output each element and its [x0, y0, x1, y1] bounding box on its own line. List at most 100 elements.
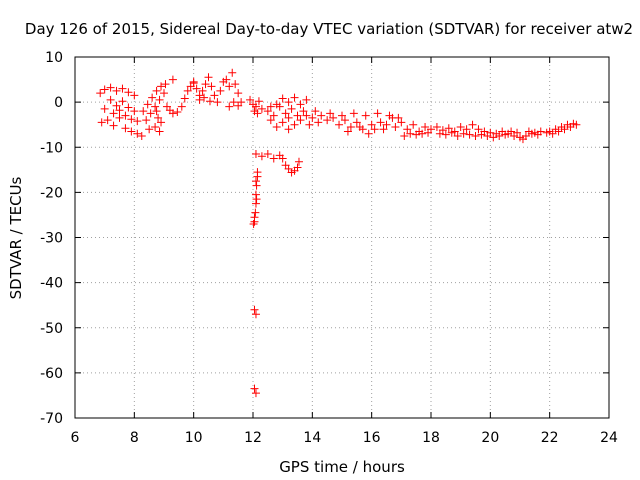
data-point	[251, 389, 260, 398]
data-point	[272, 100, 281, 109]
data-point	[124, 88, 133, 97]
data-point	[302, 95, 311, 104]
data-point	[250, 305, 259, 314]
data-point	[296, 116, 305, 125]
data-point	[536, 127, 545, 136]
data-point	[278, 154, 287, 163]
data-point	[253, 109, 262, 118]
data-point	[340, 116, 349, 125]
data-point	[385, 111, 394, 120]
data-point	[400, 131, 409, 140]
data-point	[294, 157, 303, 166]
data-point	[251, 177, 260, 186]
data-point	[155, 127, 164, 136]
data-point	[447, 128, 456, 137]
data-point	[251, 190, 260, 199]
data-point	[296, 100, 305, 109]
data-point	[308, 113, 317, 122]
data-point	[225, 82, 234, 91]
y-tick-label: 0	[54, 95, 63, 111]
data-point	[554, 127, 563, 136]
data-point	[364, 129, 373, 138]
data-point	[287, 104, 296, 113]
y-tick-labels: 10 0 -10 -20 -30 -40 -50 -60 -70	[40, 50, 63, 427]
data-point	[130, 91, 139, 100]
data-point	[155, 95, 164, 104]
x-tick-label: 22	[541, 430, 559, 446]
data-point	[335, 120, 344, 129]
data-point	[263, 107, 272, 116]
data-point	[418, 129, 427, 138]
data-point	[263, 150, 272, 159]
data-point	[246, 95, 255, 104]
data-point	[412, 130, 421, 139]
data-point	[489, 133, 498, 142]
data-point	[376, 118, 385, 127]
data-point	[192, 84, 201, 93]
data-point	[157, 82, 166, 91]
data-point	[251, 102, 260, 111]
data-point	[379, 125, 388, 134]
data-point	[278, 118, 287, 127]
data-point	[272, 122, 281, 131]
x-tick-labels: 6 8 10 12 14 16 18 20 22 24	[71, 430, 618, 446]
data-point	[173, 108, 182, 117]
data-point	[143, 100, 152, 109]
data-point	[222, 75, 231, 84]
data-point	[183, 86, 192, 95]
x-tick-label: 12	[244, 430, 262, 446]
data-point	[168, 109, 177, 118]
data-point	[252, 195, 261, 204]
data-point	[323, 116, 332, 125]
data-point	[100, 104, 109, 113]
x-tick-label: 20	[481, 430, 499, 446]
data-point	[195, 95, 204, 104]
data-point	[421, 122, 430, 131]
data-point	[198, 86, 207, 95]
data-point	[361, 111, 370, 120]
data-point	[432, 122, 441, 131]
data-point	[305, 120, 314, 129]
data-point	[234, 101, 243, 110]
data-point	[471, 131, 480, 140]
data-point	[231, 80, 240, 89]
data-point	[293, 111, 302, 120]
data-point	[278, 94, 287, 103]
data-point	[403, 125, 412, 134]
data-point	[311, 107, 320, 116]
data-point	[477, 130, 486, 139]
data-point	[154, 113, 163, 122]
data-point	[524, 127, 533, 136]
data-point	[343, 127, 352, 136]
data-point	[180, 94, 189, 103]
x-tick-label: 14	[303, 430, 321, 446]
data-point	[483, 131, 492, 140]
data-point	[251, 150, 260, 159]
data-point	[97, 118, 106, 127]
data-point	[462, 125, 471, 134]
data-point	[148, 93, 157, 102]
data-point	[142, 116, 151, 125]
data-point	[284, 113, 293, 122]
data-point	[326, 109, 335, 118]
data-point	[205, 97, 214, 106]
y-tick-label: -10	[40, 140, 63, 156]
data-point	[207, 82, 216, 91]
data-point	[459, 129, 468, 138]
data-point	[521, 131, 530, 140]
data-point	[456, 122, 465, 131]
data-point	[329, 113, 338, 122]
y-tick-label: -30	[40, 231, 63, 247]
data-point	[157, 118, 166, 127]
data-point	[96, 89, 105, 98]
data-point	[444, 124, 453, 133]
data-point	[177, 102, 186, 111]
data-point	[453, 131, 462, 140]
data-point	[127, 115, 136, 124]
data-point	[465, 130, 474, 139]
y-tick-label: -60	[40, 366, 63, 382]
data-point	[253, 172, 262, 181]
data-point	[160, 89, 168, 98]
y-tick-label: 10	[45, 50, 63, 66]
data-points	[96, 68, 581, 398]
